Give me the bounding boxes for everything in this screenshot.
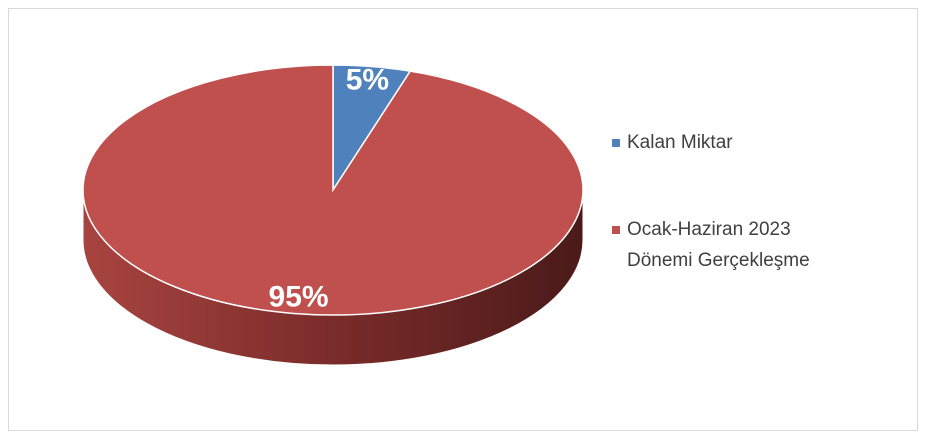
- legend-label: Ocak-Haziran 2023 Dönemi Gerçekleşme: [627, 219, 810, 271]
- data-label: 5%: [346, 63, 389, 96]
- legend-item: Ocak-Haziran 2023 Dönemi Gerçekleşme: [612, 214, 837, 276]
- legend-swatch: [612, 226, 620, 234]
- legend-swatch: [612, 139, 620, 147]
- legend-label: Kalan Miktar: [627, 132, 733, 153]
- data-label: 95%: [269, 281, 329, 314]
- legend-item: Kalan Miktar: [612, 127, 837, 158]
- pie-slice: [82, 64, 584, 316]
